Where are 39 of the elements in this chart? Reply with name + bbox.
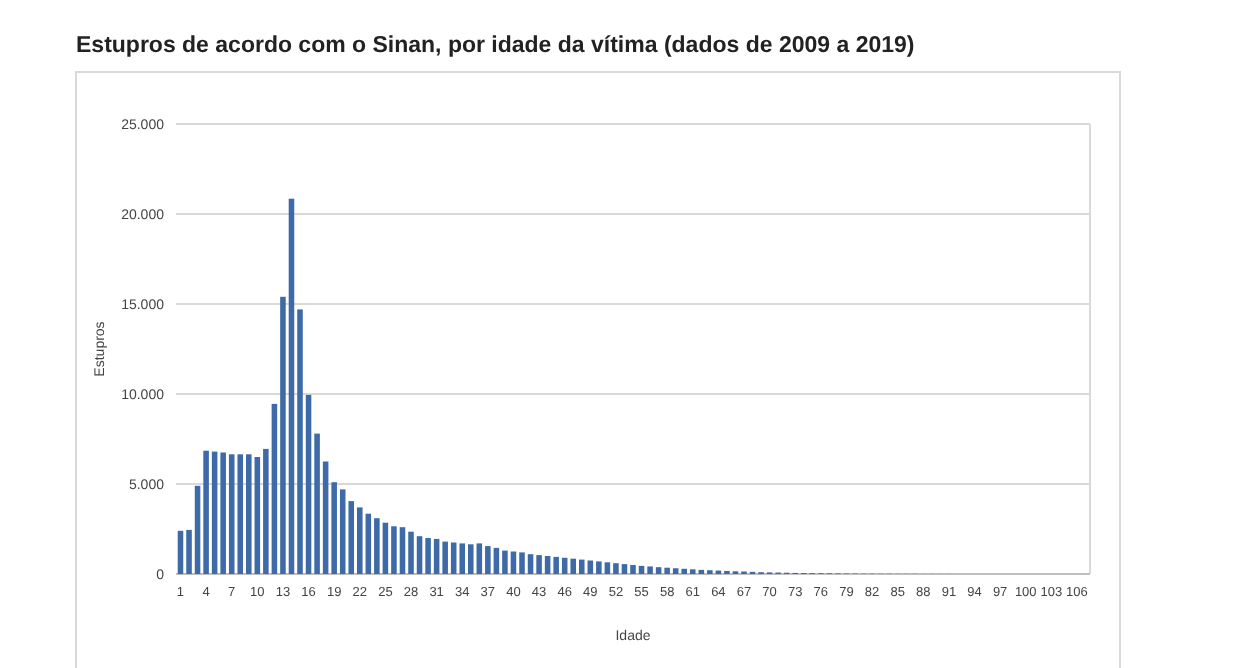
bar	[391, 526, 397, 574]
bar	[672, 568, 679, 574]
bar	[485, 546, 491, 574]
bar	[374, 518, 380, 574]
chart-title: Estupros de acordo com o Sinan, por idade da vítima (dados de 2009 a 2019)	[76, 34, 915, 58]
bar	[544, 556, 551, 574]
bar	[536, 555, 542, 574]
bar	[621, 564, 628, 574]
bar	[527, 554, 534, 574]
bar	[365, 513, 372, 574]
bar	[433, 538, 440, 574]
bar	[630, 565, 636, 574]
bar	[177, 530, 184, 574]
bar	[416, 536, 423, 574]
bar	[604, 562, 611, 574]
bar	[502, 550, 508, 574]
bar	[493, 547, 500, 574]
bar	[339, 489, 346, 574]
bar	[425, 538, 431, 574]
bar	[664, 567, 670, 574]
bar	[459, 543, 466, 574]
bar	[220, 452, 226, 574]
bar	[613, 563, 619, 574]
bar	[288, 198, 295, 574]
bar	[408, 531, 414, 574]
bar	[553, 556, 559, 574]
bar	[211, 451, 218, 574]
bar	[237, 454, 244, 574]
bar	[203, 450, 209, 574]
bar	[519, 552, 525, 574]
bar	[476, 543, 483, 574]
bar	[442, 541, 448, 574]
bar	[228, 454, 235, 574]
bar	[596, 561, 602, 574]
bar	[399, 527, 406, 574]
bar	[254, 457, 261, 574]
bar	[655, 567, 662, 574]
bar	[647, 566, 653, 574]
bar	[570, 558, 577, 574]
